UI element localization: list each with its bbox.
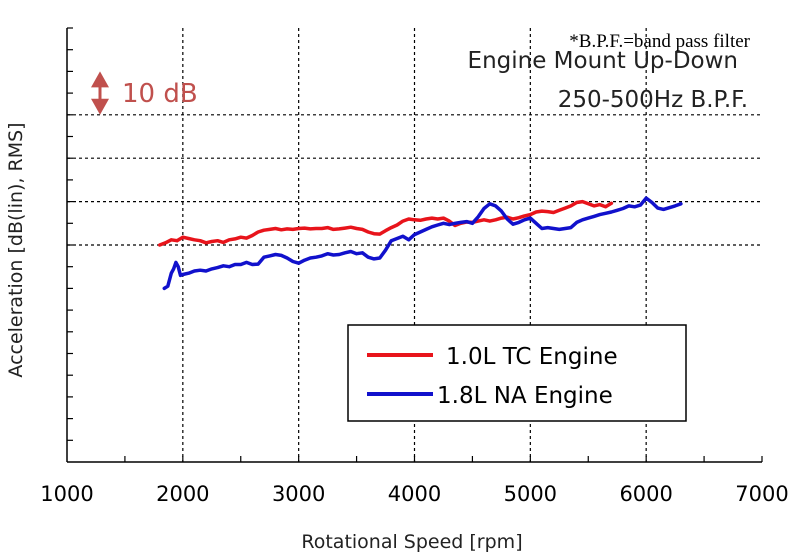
chart-title-line1: Engine Mount Up-Down xyxy=(468,48,738,74)
chart-title-line2: 250-500Hz B.P.F. xyxy=(558,87,748,113)
scale-bar xyxy=(91,71,109,115)
y-axis-label: Acceleration [dB(lin), RMS] xyxy=(5,122,27,377)
legend-box xyxy=(347,324,687,422)
series-line-1-8l-na xyxy=(162,196,683,291)
series-line-1-0l-tc xyxy=(157,199,614,247)
legend-label-1-0l-tc: 1.0L TC Engine xyxy=(446,344,618,370)
x-tick-label: 1000 xyxy=(40,482,93,506)
legend-label-1-8l-na: 1.8L NA Engine xyxy=(437,383,613,409)
x-tick-label: 4000 xyxy=(388,482,441,506)
x-tick-label: 6000 xyxy=(619,482,672,506)
scale-bar-label: 10 dB xyxy=(122,79,198,109)
x-axis-label: Rotational Speed [rpm] xyxy=(301,531,522,553)
scale-bar-arrow-down xyxy=(91,98,109,115)
series-lines xyxy=(157,196,683,291)
x-tick-labels: 1000 2000 3000 4000 5000 6000 7000 xyxy=(40,482,788,506)
axes xyxy=(66,27,763,463)
x-tick-label: 3000 xyxy=(272,482,325,506)
legend: 1.0L TC Engine 1.8L NA Engine xyxy=(347,324,687,422)
x-tick-label: 5000 xyxy=(504,482,557,506)
x-tick-label: 2000 xyxy=(156,482,209,506)
scale-bar-arrow-up xyxy=(91,71,109,88)
footnote: *B.P.F.=band pass filter xyxy=(569,31,750,52)
grid xyxy=(67,28,762,462)
x-tick-label: 7000 xyxy=(735,482,788,506)
